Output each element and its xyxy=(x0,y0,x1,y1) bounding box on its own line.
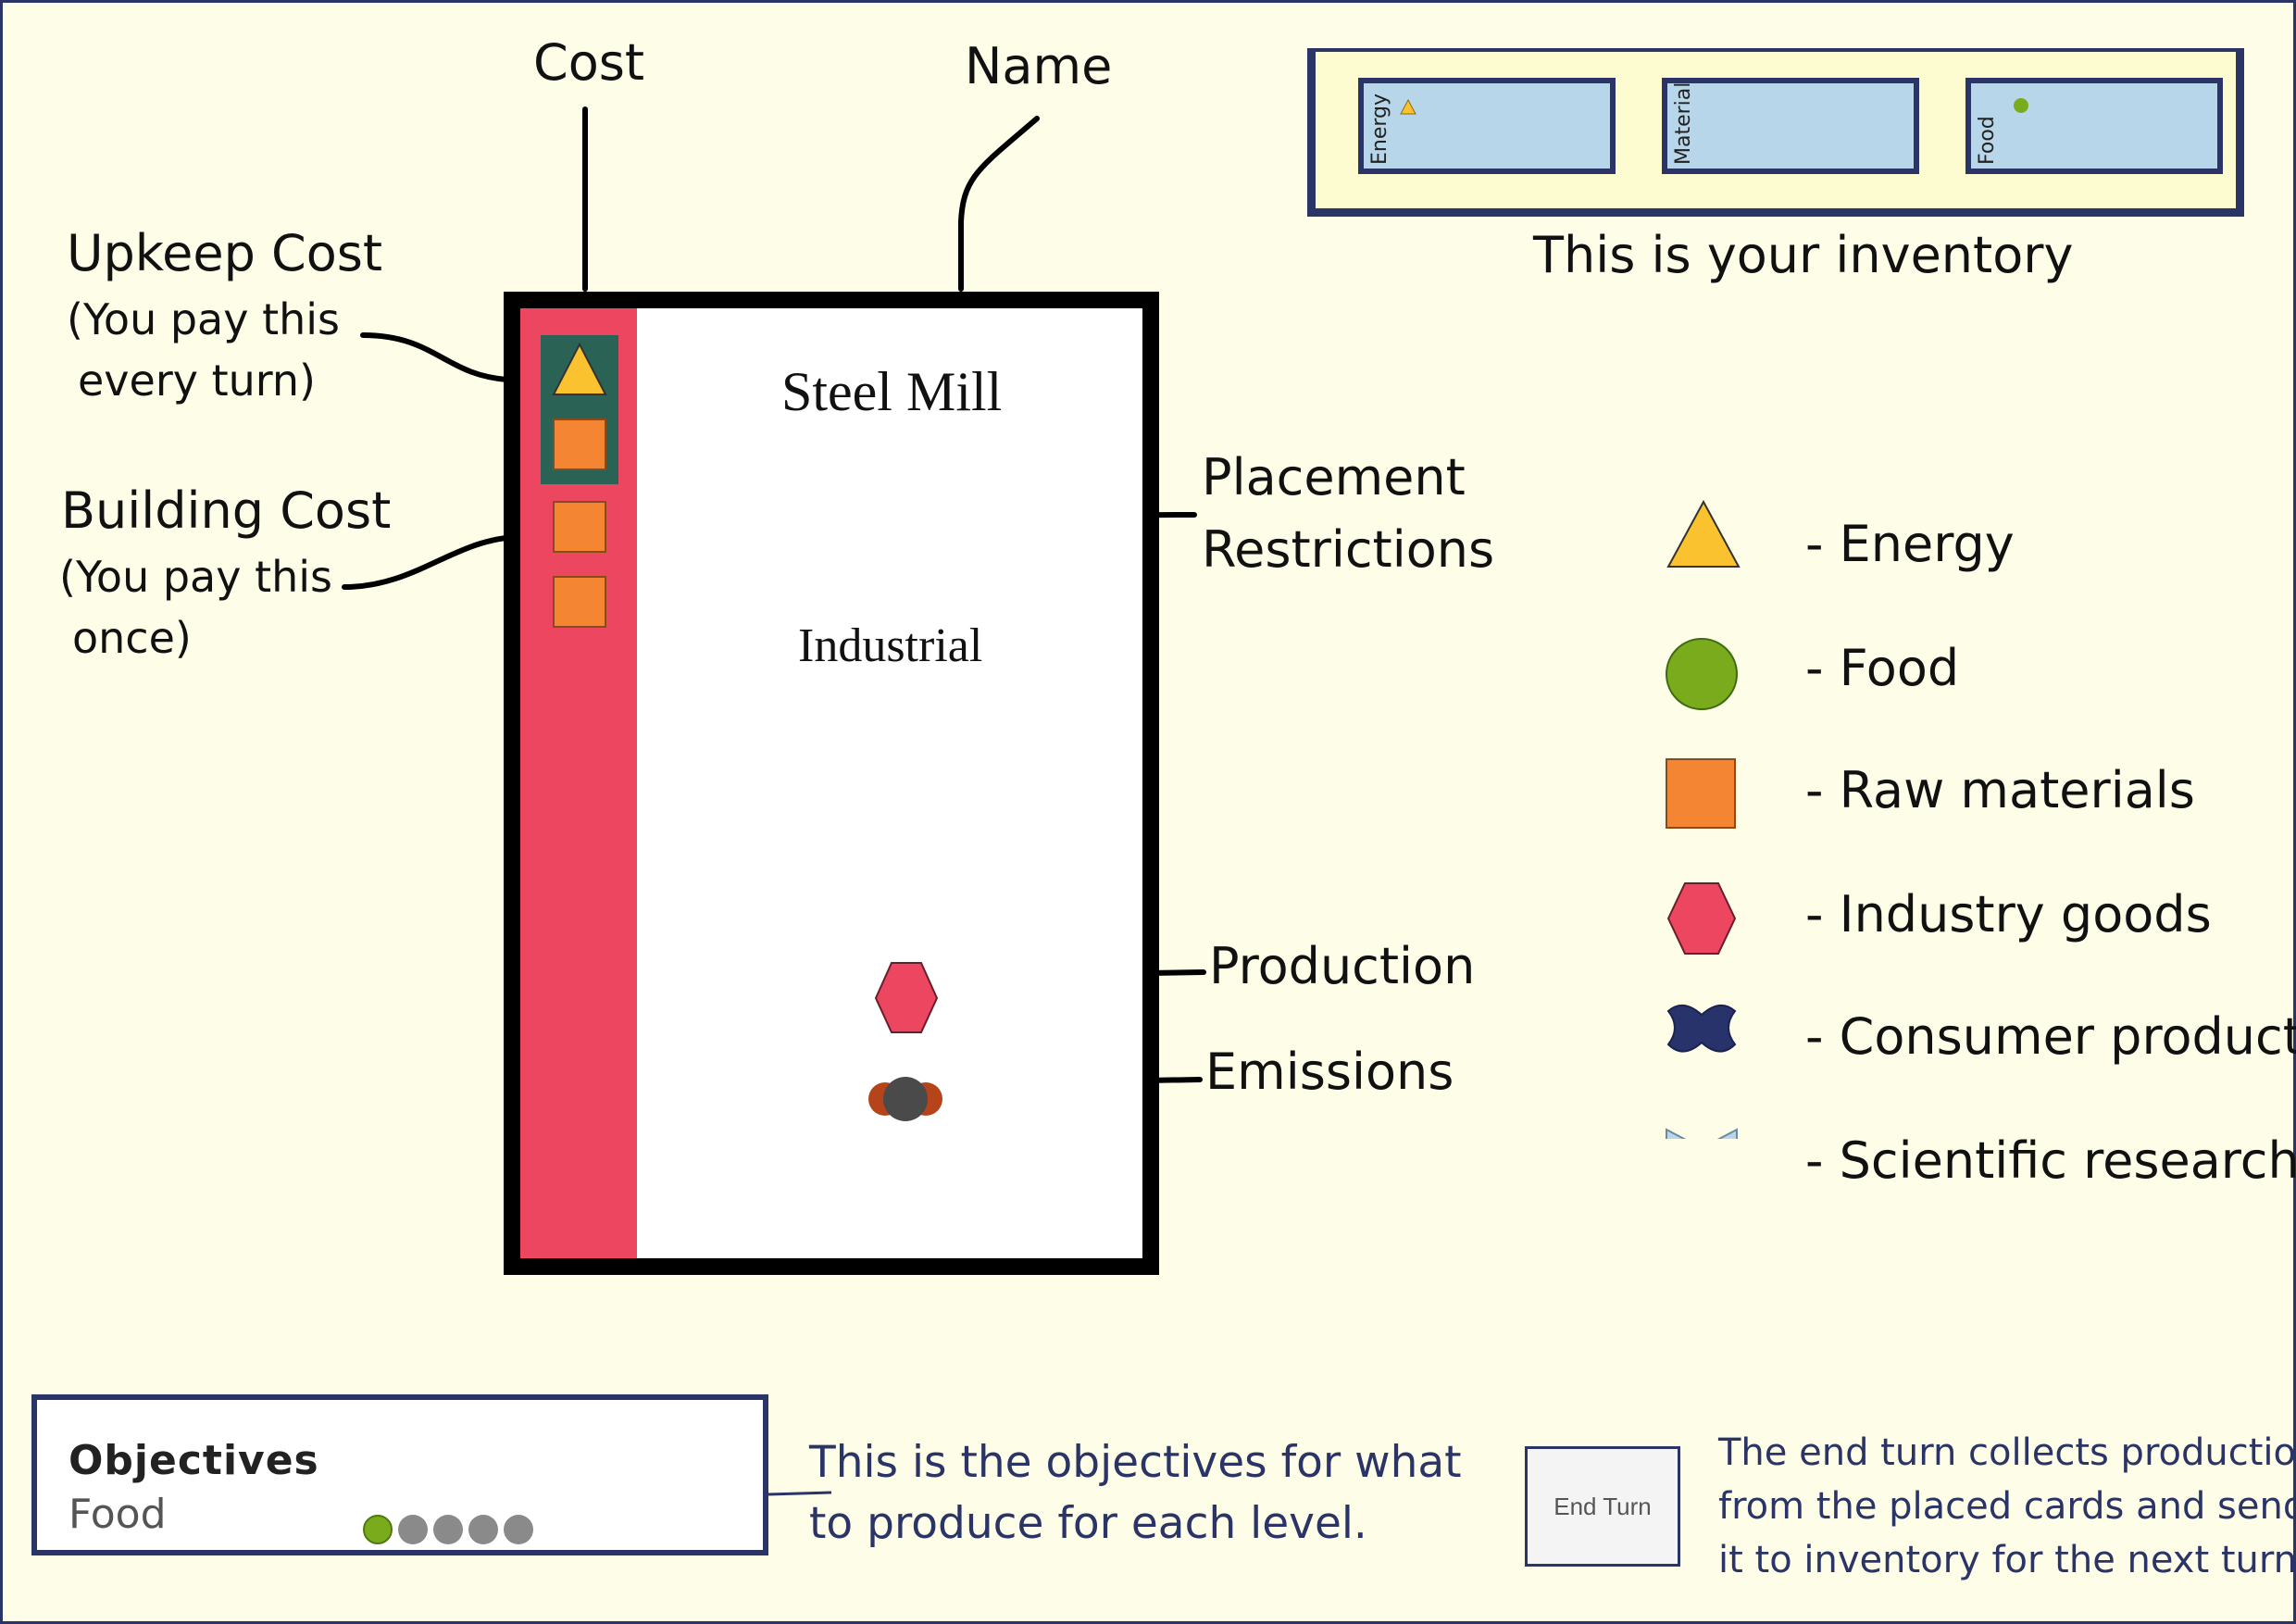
upkeep-note-line2: every turn) xyxy=(78,356,316,406)
card-placement-restriction: Industrial xyxy=(798,619,983,672)
end-turn-button[interactable]: End Turn xyxy=(1525,1446,1680,1567)
raw-materials-icon xyxy=(553,576,606,628)
legend-raw-materials: - Raw materials xyxy=(1805,761,2195,819)
name-label: Name xyxy=(965,37,1113,95)
energy-icon xyxy=(1666,499,1741,568)
objective-progress-dot xyxy=(433,1515,463,1544)
emissions-label: Emissions xyxy=(1205,1043,1454,1101)
objective-progress-dot xyxy=(468,1515,498,1544)
inventory-slot-food[interactable]: Food xyxy=(1965,78,2223,174)
building-note-line1: (You pay this xyxy=(59,552,333,602)
cost-label: Cost xyxy=(533,33,645,92)
card-name: Steel Mill xyxy=(781,361,1003,422)
building-note-line2: once) xyxy=(72,613,192,663)
raw-materials-icon xyxy=(553,418,606,470)
inventory-slot-material[interactable]: Material xyxy=(1662,78,1919,174)
placement-label-line2: Restrictions xyxy=(1202,520,1495,579)
raw-materials-icon xyxy=(1666,758,1736,829)
inventory-slot-energy[interactable]: Energy xyxy=(1358,78,1616,174)
objective-item-label: Food xyxy=(69,1491,167,1538)
legend-icons xyxy=(1666,499,1741,1139)
upkeep-cost-label: Upkeep Cost xyxy=(67,224,383,282)
placement-label-line1: Placement xyxy=(1202,448,1466,506)
inventory-slot-label: Material xyxy=(1672,81,1695,165)
inventory-slot-label: Energy xyxy=(1368,93,1391,165)
card-output-icons xyxy=(868,962,942,1121)
objectives-panel: Objectives Food xyxy=(31,1394,768,1555)
energy-icon xyxy=(1400,98,1416,115)
scientific-research-icon xyxy=(1666,1128,1738,1139)
objectives-connector xyxy=(767,1491,832,1496)
upkeep-icons xyxy=(552,342,607,395)
energy-icon xyxy=(552,342,607,395)
legend-food: - Food xyxy=(1805,639,1960,697)
legend-energy: - Energy xyxy=(1805,515,2015,573)
upkeep-cost-box xyxy=(541,335,618,484)
card-cost-stripe xyxy=(520,308,637,1258)
industry-goods-icon xyxy=(1666,882,1737,955)
objectives-title: Objectives xyxy=(69,1437,319,1484)
name-connector xyxy=(958,116,1040,292)
building-card[interactable]: Steel Mill Industrial xyxy=(504,292,1159,1275)
industry-goods-icon xyxy=(874,962,939,1033)
end-turn-caption-line2: from the placed cards and sends xyxy=(1718,1485,2296,1528)
end-turn-caption-line3: it to inventory for the next turn. xyxy=(1718,1539,2296,1581)
consumer-products-icon xyxy=(1666,1005,1737,1053)
inventory-caption: This is your inventory xyxy=(1533,226,2074,284)
building-cost-label: Building Cost xyxy=(61,481,392,540)
end-turn-caption-line1: The end turn collects production xyxy=(1718,1431,2296,1474)
legend-industry-goods: - Industry goods xyxy=(1805,885,2212,943)
objective-progress-dot xyxy=(363,1515,393,1544)
legend-scientific-research: - Scientific research xyxy=(1805,1131,2296,1190)
legend-consumer-products: - Consumer products xyxy=(1805,1007,2296,1066)
inventory-panel: Energy Material Food xyxy=(1307,48,2244,217)
food-icon xyxy=(2014,98,2028,113)
production-label: Production xyxy=(1209,937,1476,995)
objective-progress-dot xyxy=(398,1515,428,1544)
objectives-caption-line1: This is the objectives for what xyxy=(809,1437,1462,1488)
inventory-slot-label: Food xyxy=(1976,116,1999,165)
objectives-caption-line2: to produce for each level. xyxy=(809,1498,1367,1549)
objective-progress-dot xyxy=(504,1515,533,1544)
upkeep-connector xyxy=(360,332,510,382)
emission-icon xyxy=(883,1077,928,1121)
building-connector xyxy=(342,534,521,590)
raw-materials-icon xyxy=(553,501,606,553)
food-icon xyxy=(1666,638,1738,710)
upkeep-note-line1: (You pay this xyxy=(67,294,341,344)
